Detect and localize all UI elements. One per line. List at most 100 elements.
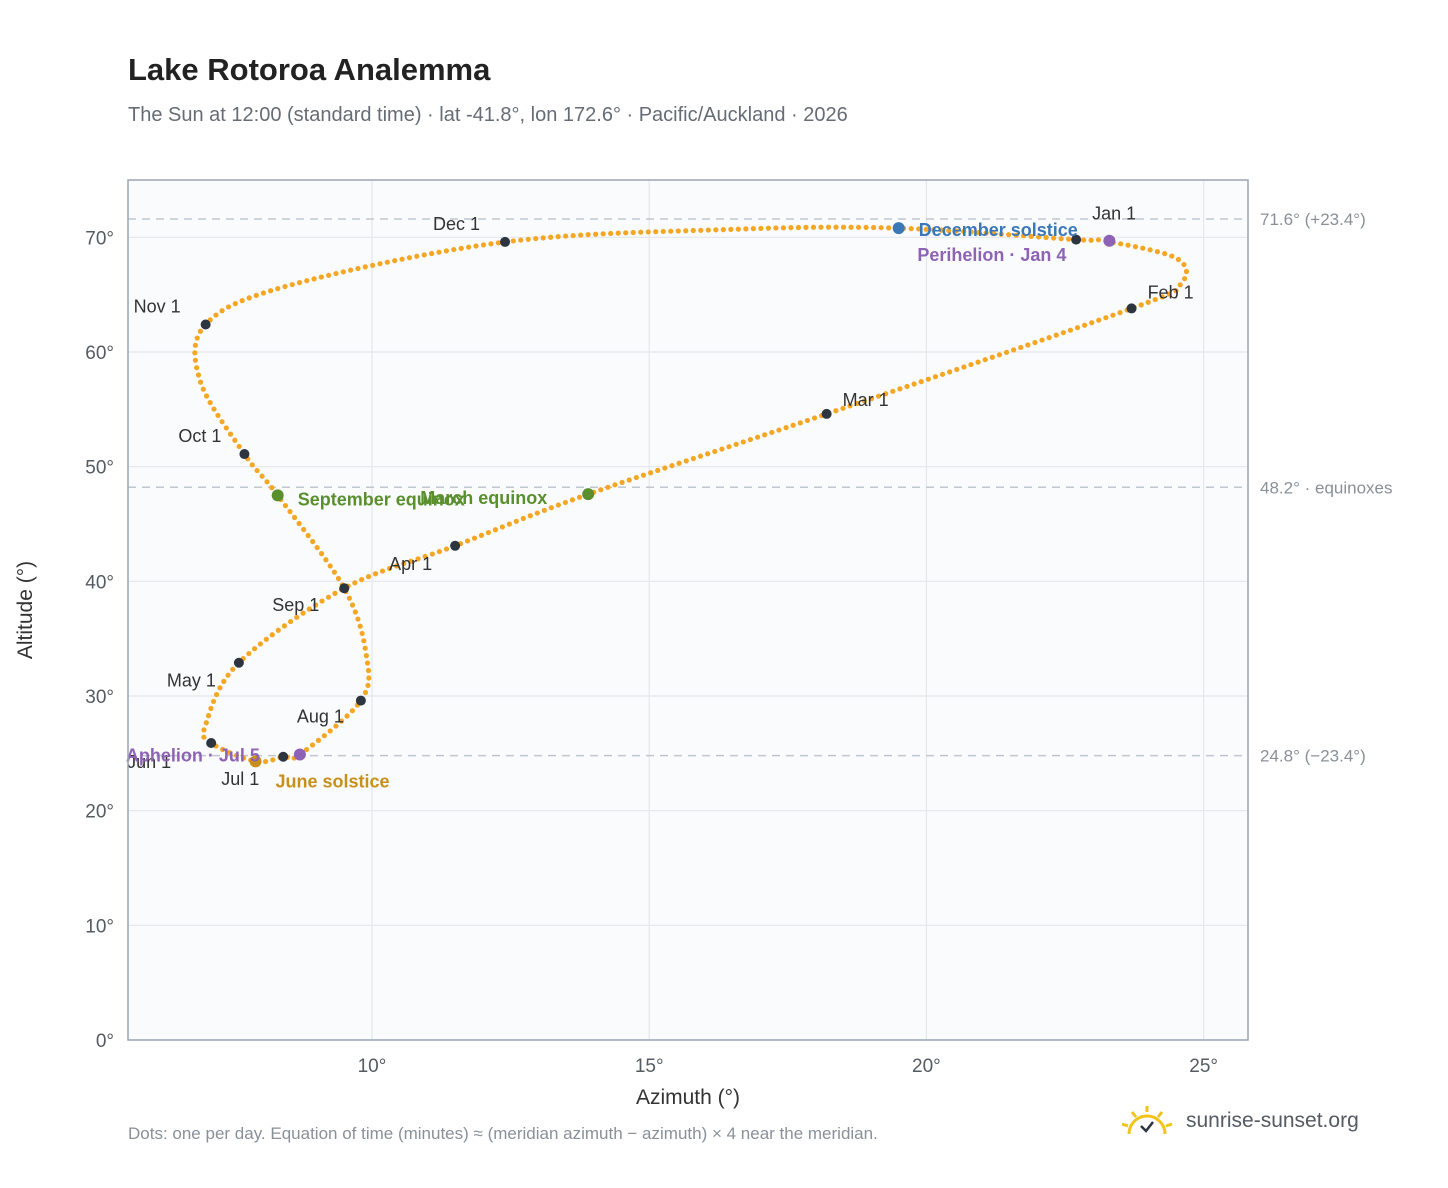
day-dot: [840, 405, 846, 411]
day-dot: [623, 230, 629, 236]
day-dot: [246, 295, 252, 301]
day-dot: [355, 265, 361, 272]
day-dot: [818, 224, 824, 230]
day-dot: [394, 563, 400, 569]
day-dot: [428, 250, 435, 257]
day-dot: [633, 474, 639, 481]
day-dot: [249, 462, 255, 468]
event-label: December solstice: [919, 220, 1078, 240]
day-dot: [197, 328, 204, 334]
day-dot: [773, 225, 779, 231]
day-dot: [201, 734, 207, 740]
day-dot: [327, 728, 333, 734]
event-label: Aphelion · Jul 5: [126, 745, 260, 765]
sun-logo-icon: [1121, 1106, 1173, 1135]
day-dot: [195, 372, 202, 378]
day-dot: [513, 518, 519, 524]
day-dot: [318, 274, 324, 280]
day-dot: [194, 365, 200, 371]
day-dot: [982, 357, 988, 363]
month-marker: [239, 449, 250, 460]
axis-ticks: 10° 15° 20° 25° 0° 10° 20° 30° 40° 50° 60° 70° 71.6°…: [85, 210, 1392, 1077]
day-dot: [464, 538, 471, 544]
day-dot: [365, 667, 372, 674]
day-dot: [1175, 256, 1182, 263]
day-dot: [225, 304, 232, 310]
day-dot: [485, 529, 492, 536]
day-dot: [254, 467, 260, 474]
day-dot: [527, 513, 533, 519]
event-label: June solstice: [276, 771, 390, 791]
day-dot: [548, 234, 554, 240]
day-dot: [213, 312, 219, 318]
day-dot: [323, 557, 329, 563]
day-dot: [208, 705, 214, 712]
day-dot: [510, 238, 516, 244]
day-dot: [975, 359, 981, 365]
brand[interactable]: sunrise-sunset.org: [1120, 1104, 1359, 1138]
event-marker: [271, 489, 284, 502]
day-dot: [743, 226, 749, 232]
month-marker: [821, 408, 832, 419]
day-dot: [1053, 332, 1059, 338]
event-label: September equinox: [298, 489, 465, 509]
day-dot: [705, 227, 711, 233]
day-dot: [264, 479, 270, 485]
day-dot: [232, 437, 238, 443]
day-dot: [219, 308, 225, 314]
day-dot: [683, 458, 689, 464]
day-dot: [421, 252, 427, 258]
event-marker: [582, 488, 595, 501]
day-dot: [612, 482, 618, 488]
day-dot: [480, 242, 487, 248]
day-dot: [333, 270, 339, 277]
day-dot: [205, 712, 212, 719]
day-dot: [338, 718, 345, 724]
day-dot: [327, 563, 333, 569]
day-dot: [291, 514, 298, 521]
day-dot: [219, 419, 225, 425]
day-dot: [230, 666, 236, 672]
day-dot: [1066, 236, 1072, 242]
month-label: Mar 1: [843, 390, 889, 410]
day-dot: [200, 386, 206, 392]
day-dot: [236, 443, 242, 450]
day-dot: [1159, 294, 1165, 300]
day-dot: [361, 638, 367, 644]
day-dot: [287, 508, 293, 515]
day-dot: [1043, 234, 1049, 241]
day-dot: [458, 245, 464, 251]
day-dot: [203, 720, 209, 726]
day-dot: [335, 575, 342, 582]
day-dot: [735, 226, 741, 232]
day-dot: [615, 230, 621, 236]
day-dot: [227, 431, 234, 437]
day-dot: [436, 548, 443, 555]
day-dot: [348, 267, 354, 273]
month-marker: [339, 583, 350, 594]
day-dot: [364, 660, 371, 666]
day-dot: [713, 227, 719, 233]
x-axis-title: Azimuth (°): [636, 1086, 740, 1109]
day-dot: [875, 393, 882, 399]
x-tick-label: 25°: [1189, 1056, 1218, 1077]
day-dot: [1183, 268, 1190, 275]
day-dot: [931, 227, 937, 233]
plot-frame: [127, 179, 1249, 1041]
day-dot: [1074, 325, 1081, 331]
day-dot: [362, 689, 369, 696]
day-dot: [384, 259, 390, 265]
day-dot: [788, 225, 794, 231]
y-axis-title: Altitude (°): [14, 561, 37, 659]
day-dot: [267, 288, 274, 294]
month-label: Jul 1: [221, 769, 259, 789]
day-dot: [251, 646, 258, 652]
y-tick-label: 40°: [85, 572, 114, 593]
day-dot: [555, 502, 561, 508]
day-dot: [655, 467, 661, 473]
day-dot: [296, 280, 303, 286]
y-tick-label: 60°: [85, 343, 114, 364]
day-dot: [697, 453, 704, 459]
day-dot: [1145, 299, 1151, 305]
day-dot: [257, 641, 263, 647]
